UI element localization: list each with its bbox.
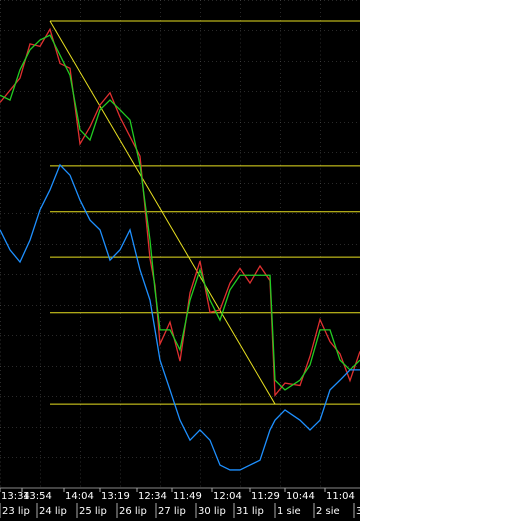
x-tick-label: 12:34	[138, 491, 167, 502]
x-tick-label: 13:19	[101, 491, 130, 502]
date-tick-label: 30 lip	[198, 506, 226, 517]
series-line	[0, 163, 360, 471]
date-tick-label: 24 lip	[39, 506, 67, 517]
x-tick-label: 10:44	[286, 491, 315, 502]
date-tick-label: 2 sie	[316, 506, 340, 517]
trend-line	[49, 20, 276, 405]
grid	[0, 0, 360, 488]
date-tick-label: 26 lip	[119, 506, 147, 517]
date-tick-label: 31 lip	[236, 506, 264, 517]
x-tick-label: 12:04	[213, 491, 242, 502]
date-tick-label: 27 lip	[158, 506, 186, 517]
plot-area	[0, 20, 360, 471]
x-tick-label: 14:04	[65, 491, 94, 502]
x-tick-label: 11:29	[251, 491, 280, 502]
date-tick-label: 3	[356, 506, 362, 517]
date-tick-label: 25 lip	[79, 506, 107, 517]
x-tick-label: 11:49	[173, 491, 202, 502]
x-tick-label: 13:34	[1, 491, 30, 502]
series-line	[0, 27, 360, 398]
x-tick-label: 11:04	[326, 491, 355, 502]
date-tick-label: 1 sie	[277, 506, 301, 517]
x-tick-label: 13:54	[23, 491, 52, 502]
series-line	[0, 34, 360, 391]
date-tick-label: 23 lip	[2, 506, 30, 517]
